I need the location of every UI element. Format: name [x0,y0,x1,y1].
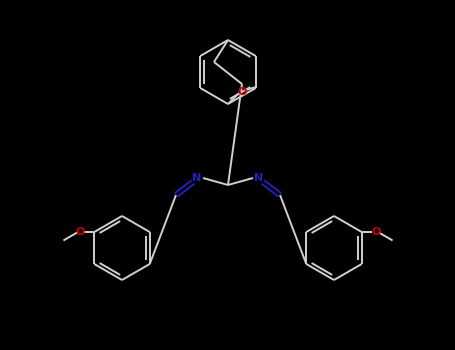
Text: O: O [238,87,247,97]
Text: N: N [192,173,202,183]
Text: O: O [76,227,85,237]
Text: O: O [371,227,380,237]
Text: N: N [254,173,263,183]
